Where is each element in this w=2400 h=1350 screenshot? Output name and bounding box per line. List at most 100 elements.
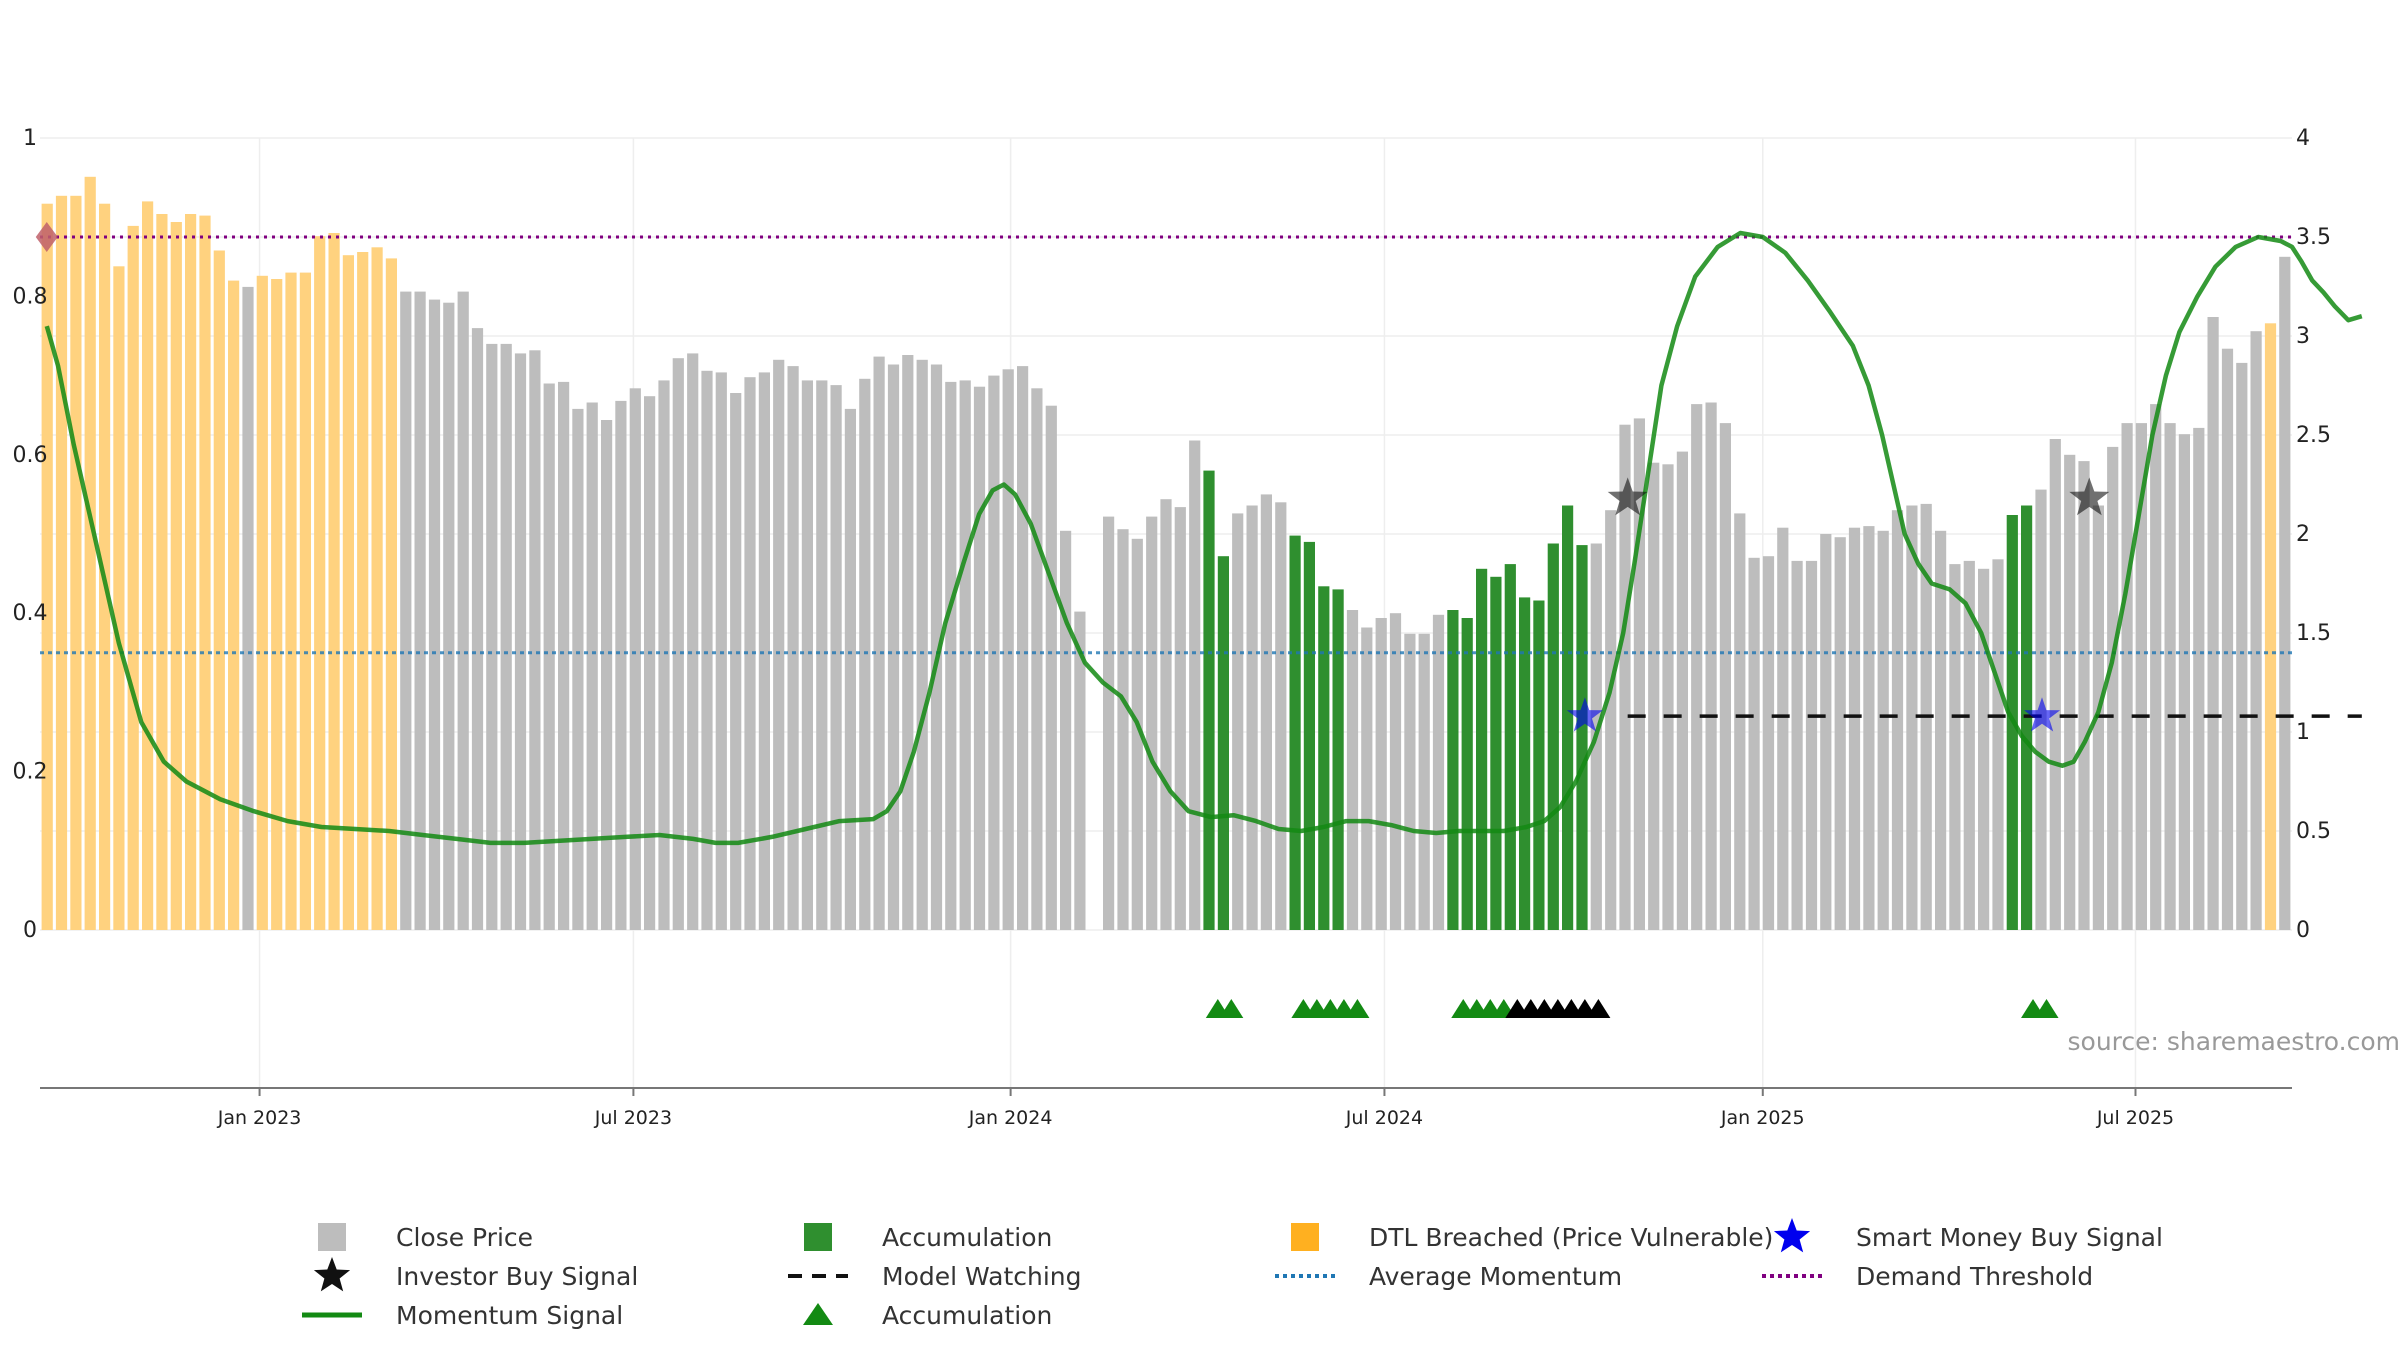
close-price-bar [1117, 529, 1129, 930]
close-price-bar [1346, 610, 1359, 930]
right-axis-tick: 0 [2296, 918, 2310, 943]
close-price-bar [916, 359, 928, 930]
close-price-bar [1978, 568, 1990, 930]
close-price-bar [1877, 530, 1889, 930]
accumulation-bar [1461, 618, 1473, 930]
accumulation-bar [1504, 564, 1516, 930]
close-price-bar [801, 380, 813, 930]
close-price-bar [629, 388, 641, 930]
accumulation-bar [1562, 505, 1574, 930]
dtl-breached-bar [70, 195, 82, 931]
right-axis-tick: 4 [2296, 126, 2310, 151]
dtl-breached-bar [371, 247, 383, 931]
close-price-bar [1619, 424, 1631, 930]
close-price-bar [1389, 613, 1402, 930]
close-price-bar [486, 343, 498, 930]
dtl-breached-bar [285, 272, 297, 931]
legend-investor-symbol [313, 1257, 351, 1292]
legend-label: Accumulation [882, 1301, 1052, 1330]
accumulation-bar [1203, 470, 1215, 930]
close-price-bar [773, 359, 785, 930]
close-price-bar [1432, 614, 1445, 930]
legend-dtl-symbol [1291, 1223, 1319, 1251]
close-price-bar [2064, 454, 2076, 930]
close-price-bar [1762, 556, 1775, 930]
close-price-bar [1805, 560, 1818, 930]
legend-label: Accumulation [882, 1223, 1052, 1252]
close-price-bar [687, 353, 699, 930]
accumulation-bar [1217, 556, 1229, 930]
dtl-breached-bar [2264, 323, 2277, 930]
accumulation-triangle [1219, 999, 1244, 1018]
dtl-breached-bar [156, 214, 168, 930]
close-price-bar [2236, 362, 2248, 930]
close-price-bar [2178, 434, 2190, 930]
accumulation-bar [1289, 535, 1301, 930]
accumulation-bar [1576, 545, 1588, 930]
close-price-bar [2135, 423, 2147, 930]
close-price-bar [572, 408, 584, 930]
accumulation-triangle [1345, 999, 1370, 1018]
close-price-bar [1949, 564, 1961, 930]
close-price-bar [1232, 513, 1244, 930]
axes: 0 0.2 0.4 0.6 0.8 1 0 0.5 1 1.5 2 2.5 3 3.5 4 Jan 2023 J… [13, 126, 2332, 1129]
legend-close-price-symbol [318, 1223, 346, 1251]
dtl-breached-bar [170, 222, 182, 930]
close-price-bar [1002, 369, 1014, 930]
left-axis-tick: 0.6 [13, 443, 48, 468]
legend-label: Close Price [396, 1223, 533, 1252]
close-price-bar [1891, 510, 1904, 930]
x-axis-tick: Jul 2025 [2096, 1107, 2174, 1129]
close-price-bar [2250, 331, 2262, 930]
accumulation-triangle [2034, 999, 2059, 1018]
legend-label: Model Watching [882, 1262, 1082, 1291]
x-axis-tick: Jan 2024 [968, 1107, 1053, 1129]
close-price-bar [615, 400, 627, 930]
close-price-bar [644, 396, 656, 930]
close-price-bar [1834, 537, 1846, 930]
dtl-breached-bar [342, 255, 354, 930]
close-price-bar [1246, 505, 1258, 930]
close-price-bar [428, 299, 441, 931]
close-price-bar [2164, 423, 2176, 930]
close-price-bar [1031, 388, 1043, 930]
dtl-breached-bar [213, 250, 225, 930]
smart-money-buy-star [2024, 697, 2061, 732]
right-axis-tick: 2.5 [2296, 423, 2331, 448]
close-price-bar [1375, 618, 1387, 930]
close-price-bar [1103, 516, 1115, 930]
legend-accumulation-marker-symbol [803, 1303, 833, 1325]
right-axis-tick: 1 [2296, 720, 2310, 745]
close-price-bar [1275, 502, 1287, 930]
close-price-bar [1605, 510, 1617, 930]
close-price-bar [2150, 404, 2162, 931]
close-price-bar [830, 385, 842, 931]
close-price-bar [930, 364, 943, 930]
close-price-bar [529, 350, 541, 930]
dtl-breached-bar [299, 272, 311, 931]
accumulation-bar [1447, 610, 1459, 930]
close-price-bar [2221, 348, 2234, 930]
close-price-bar [1791, 560, 1803, 930]
dtl-breached-bar [228, 280, 240, 931]
close-price-bar [1719, 423, 1731, 930]
accumulation-bar [1303, 541, 1315, 930]
close-price-bar [1848, 527, 1861, 930]
legend-label: Average Momentum [1369, 1262, 1622, 1291]
left-axis-tick: 1 [23, 126, 37, 151]
close-price-bar [1045, 405, 1057, 930]
dtl-breached-bar [127, 225, 139, 930]
close-price-bar [1963, 560, 1975, 930]
legend-label: Demand Threshold [1856, 1262, 2093, 1291]
left-axis-tick: 0.8 [13, 284, 48, 309]
dtl-breached-bar [55, 195, 68, 931]
accumulation-bar [1547, 543, 1559, 930]
close-price-bar [1404, 633, 1416, 930]
accumulation-bar [1533, 600, 1545, 930]
close-price-bar [1777, 527, 1789, 930]
dtl-breached-bar [41, 203, 53, 930]
dtl-breached-bar [142, 201, 154, 930]
x-axis-tick: Jul 2023 [594, 1107, 672, 1129]
dtl-breached-bar [256, 275, 268, 930]
